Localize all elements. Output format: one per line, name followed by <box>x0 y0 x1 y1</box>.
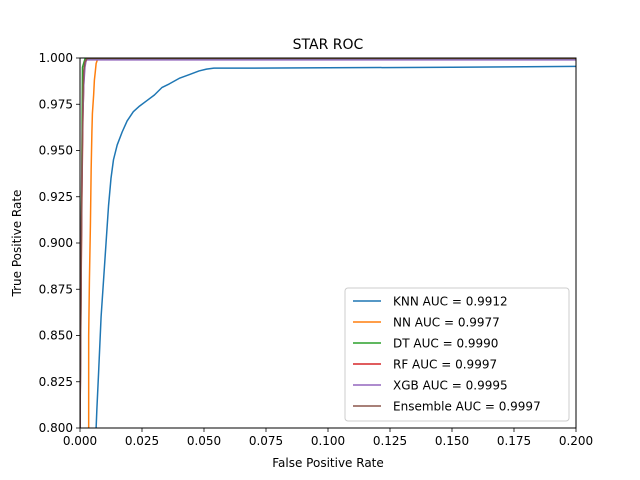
y-tick-label: 1.000 <box>39 51 73 65</box>
x-tick-label: 0.150 <box>435 434 469 448</box>
y-tick-label: 0.800 <box>39 421 73 435</box>
legend-label-0: KNN AUC = 0.9912 <box>393 295 508 309</box>
x-tick-label: 0.050 <box>187 434 221 448</box>
x-axis-label: False Positive Rate <box>272 456 384 470</box>
y-tick-label: 0.875 <box>39 282 73 296</box>
legend-label-3: RF AUC = 0.9997 <box>393 358 497 372</box>
y-tick-label: 0.950 <box>39 144 73 158</box>
chart-title: STAR ROC <box>293 37 364 53</box>
tick-layer: 0.000 0.025 0.050 0.075 0.100 0.125 0.150 0.175… <box>39 51 594 448</box>
y-tick-label: 0.900 <box>39 236 73 250</box>
x-tick-label: 0.100 <box>311 434 345 448</box>
y-tick-label: 0.850 <box>39 329 73 343</box>
x-tick-label: 0.125 <box>373 434 407 448</box>
x-tick-label: 0.075 <box>249 434 283 448</box>
series-line-5 <box>80 58 576 428</box>
series-layer <box>80 58 576 428</box>
legend-label-2: DT AUC = 0.9990 <box>393 337 498 351</box>
y-axis-label: True Positive Rate <box>10 190 24 298</box>
legend-label-5: Ensemble AUC = 0.9997 <box>393 400 541 414</box>
x-tick-label: 0.000 <box>63 434 97 448</box>
x-tick-label: 0.025 <box>125 434 159 448</box>
plot-frame <box>79 57 577 429</box>
y-tick-label: 0.825 <box>39 375 73 389</box>
y-tick-label: 0.925 <box>39 190 73 204</box>
x-tick-label: 0.175 <box>497 434 531 448</box>
x-tick-label: 0.200 <box>559 434 593 448</box>
series-line-0 <box>95 65 576 428</box>
legend-label-4: XGB AUC = 0.9995 <box>393 379 508 393</box>
legend: KNN AUC = 0.9912 NN AUC = 0.9977 DT AUC = … <box>344 287 570 422</box>
y-tick-label: 0.975 <box>39 97 73 111</box>
legend-box <box>344 287 570 422</box>
legend-label-1: NN AUC = 0.9977 <box>393 316 500 330</box>
